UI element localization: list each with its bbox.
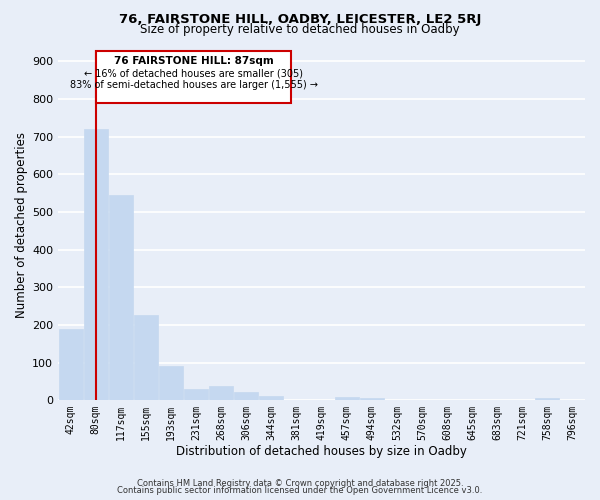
Y-axis label: Number of detached properties: Number of detached properties xyxy=(15,132,28,318)
Bar xyxy=(235,392,258,400)
Text: 83% of semi-detached houses are larger (1,555) →: 83% of semi-detached houses are larger (… xyxy=(70,80,318,90)
Text: Contains HM Land Registry data © Crown copyright and database right 2025.: Contains HM Land Registry data © Crown c… xyxy=(137,478,463,488)
Text: Contains public sector information licensed under the Open Government Licence v3: Contains public sector information licen… xyxy=(118,486,482,495)
Bar xyxy=(84,129,108,400)
Title: 76, FAIRSTONE HILL, OADBY, LEICESTER, LE2 5RJ: 76, FAIRSTONE HILL, OADBY, LEICESTER, LE… xyxy=(0,499,1,500)
Text: ← 16% of detached houses are smaller (305): ← 16% of detached houses are smaller (30… xyxy=(85,68,304,78)
Bar xyxy=(360,398,383,400)
X-axis label: Distribution of detached houses by size in Oadby: Distribution of detached houses by size … xyxy=(176,444,467,458)
FancyBboxPatch shape xyxy=(96,51,292,102)
Bar xyxy=(209,386,233,400)
Bar xyxy=(134,316,158,400)
Text: Size of property relative to detached houses in Oadby: Size of property relative to detached ho… xyxy=(140,22,460,36)
Bar xyxy=(159,366,183,400)
Bar xyxy=(184,389,208,400)
Bar xyxy=(335,397,359,400)
Bar xyxy=(259,396,283,400)
Bar xyxy=(109,195,133,400)
Bar xyxy=(535,398,559,400)
Bar xyxy=(59,328,83,400)
Text: 76 FAIRSTONE HILL: 87sqm: 76 FAIRSTONE HILL: 87sqm xyxy=(114,56,274,66)
Text: 76, FAIRSTONE HILL, OADBY, LEICESTER, LE2 5RJ: 76, FAIRSTONE HILL, OADBY, LEICESTER, LE… xyxy=(119,12,481,26)
